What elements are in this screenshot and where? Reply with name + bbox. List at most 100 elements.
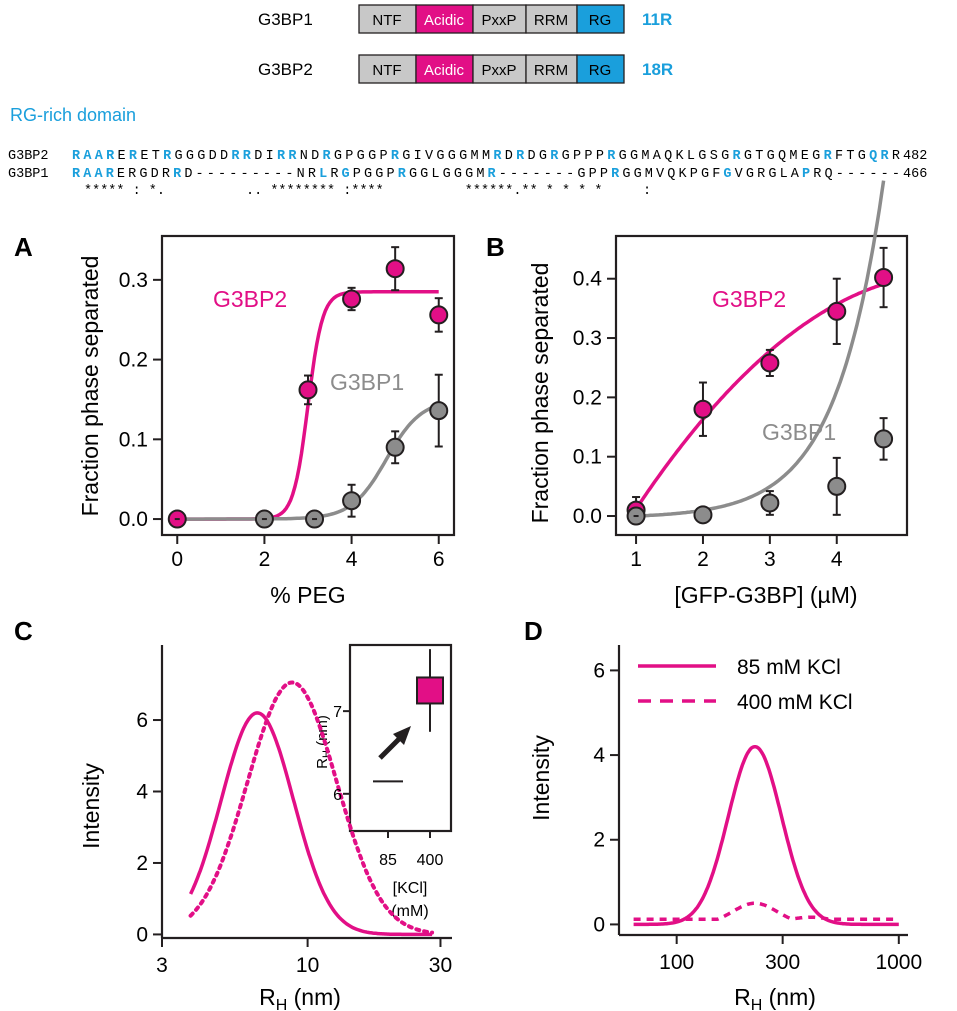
residue: P [589, 167, 597, 182]
alignment-title: RG-rich domain [10, 105, 136, 125]
residue: E [118, 149, 126, 164]
series-label-g3bp2-b: G3BP2 [712, 286, 786, 312]
residue: R [516, 149, 525, 164]
y-tick-label: 0.4 [573, 268, 603, 291]
residue: A [83, 167, 92, 182]
domain-bar-g3bp2: NTF Acidic PxxP RRM RG [358, 54, 625, 84]
fit-curve-g3bp1 [177, 403, 440, 521]
residue: R [732, 149, 741, 164]
residue: S [710, 149, 718, 164]
residue: G [634, 167, 642, 182]
y-axis-label-a: Fraction phase separated [77, 256, 103, 517]
distribution-curve-dashed [633, 901, 899, 922]
series-label-g3bp1-b: G3BP1 [762, 419, 836, 445]
residue: - [218, 167, 226, 182]
residue: L [780, 167, 788, 182]
fit-curve-g3bp2 [177, 290, 439, 521]
y-tick-label: 2 [593, 829, 605, 852]
domain-rg [576, 54, 625, 84]
residue: R [129, 149, 138, 164]
residue: D [184, 167, 192, 182]
domain-ntf [358, 54, 417, 84]
inset-value-400 [416, 676, 444, 705]
x-axis-label-d-main: R [734, 984, 751, 1010]
residue: Q [667, 167, 675, 182]
distribution-curve-solid [189, 711, 433, 937]
residue: - [881, 167, 889, 182]
residue: G [746, 167, 754, 182]
residue: R [162, 167, 170, 182]
x-tick-label: 3 [156, 954, 168, 977]
residue: D [151, 167, 159, 182]
residue: A [83, 149, 92, 164]
residue: - [229, 167, 237, 182]
residue: I [266, 149, 274, 164]
residue: R [398, 167, 407, 182]
domain-label-pxxp: PxxP [481, 12, 516, 29]
residue: G [768, 167, 776, 182]
panel-c: C Intensity RH (nm) RH (nm) [KCl] (mM) 3… [14, 616, 452, 1011]
residue: M [476, 167, 484, 182]
residue: K [676, 149, 685, 164]
residue: - [521, 167, 529, 182]
residue: G [443, 167, 451, 182]
y-axis-label-b: Fraction phase separated [527, 263, 553, 524]
residue: G [364, 167, 372, 182]
residue: - [240, 167, 248, 182]
residue: - [858, 167, 866, 182]
residue: R [391, 149, 400, 164]
residue: P [600, 167, 608, 182]
residue: R [488, 167, 497, 182]
fit-curve-g3bp2 [634, 282, 885, 510]
residue: - [566, 167, 574, 182]
panel-b: B Fraction phase separated [GFP-G3BP] (µ… [486, 180, 909, 608]
panel-a: A Fraction phase separated % PEG G3BP2 G… [14, 232, 456, 608]
residue: P [379, 149, 387, 164]
inset-y-tick-label: 6 [333, 787, 342, 804]
residue: T [152, 149, 160, 164]
residue: L [431, 167, 439, 182]
residue: G [619, 149, 627, 164]
residue: A [95, 149, 104, 164]
domain-row-label-g3bp2: G3BP2 [258, 60, 313, 79]
residue: E [140, 149, 148, 164]
x-axis-label-d-sub: H [751, 997, 763, 1011]
residue: G [577, 167, 585, 182]
alignment-conservation: ***** : *. .. ******** :**** ******.** *… [84, 184, 651, 199]
domain-pxxp [472, 54, 527, 84]
x-axis-label-d: RH (nm) [734, 984, 816, 1011]
domain-label-acidic: Acidic [424, 62, 465, 79]
residue: F [712, 167, 720, 182]
residue: R [330, 167, 338, 182]
data-point-g3bp1 [342, 491, 362, 511]
residue: D [311, 149, 319, 164]
residue: G [186, 149, 194, 164]
data-point-g3bp1 [760, 493, 780, 513]
residue: Q [825, 167, 833, 182]
residue: - [892, 167, 900, 182]
residue: A [791, 167, 800, 182]
residue: G [622, 167, 630, 182]
residue: - [196, 167, 204, 182]
residue: - [532, 167, 540, 182]
domain-row-label-g3bp1: G3BP1 [258, 10, 313, 29]
residue: R [231, 149, 240, 164]
residue: - [555, 167, 563, 182]
x-tick-label: 100 [659, 951, 694, 974]
data-point-g3bp2 [298, 380, 318, 400]
panel-letter-d: D [524, 616, 543, 646]
y-tick-label: 0.0 [573, 505, 602, 528]
residue: M [482, 149, 490, 164]
residue: G [334, 149, 342, 164]
residue: - [869, 167, 877, 182]
alignment-end-g3bp1: 466 [903, 167, 927, 182]
residue: E [801, 149, 809, 164]
x-axis-label-c-main: R [259, 984, 276, 1010]
inset-y-label-main: R [314, 758, 331, 769]
domain-rrm [525, 54, 578, 84]
residue: P [386, 167, 394, 182]
x-axis-label-a: % PEG [270, 582, 345, 608]
x-tick-label: 0 [171, 548, 183, 571]
